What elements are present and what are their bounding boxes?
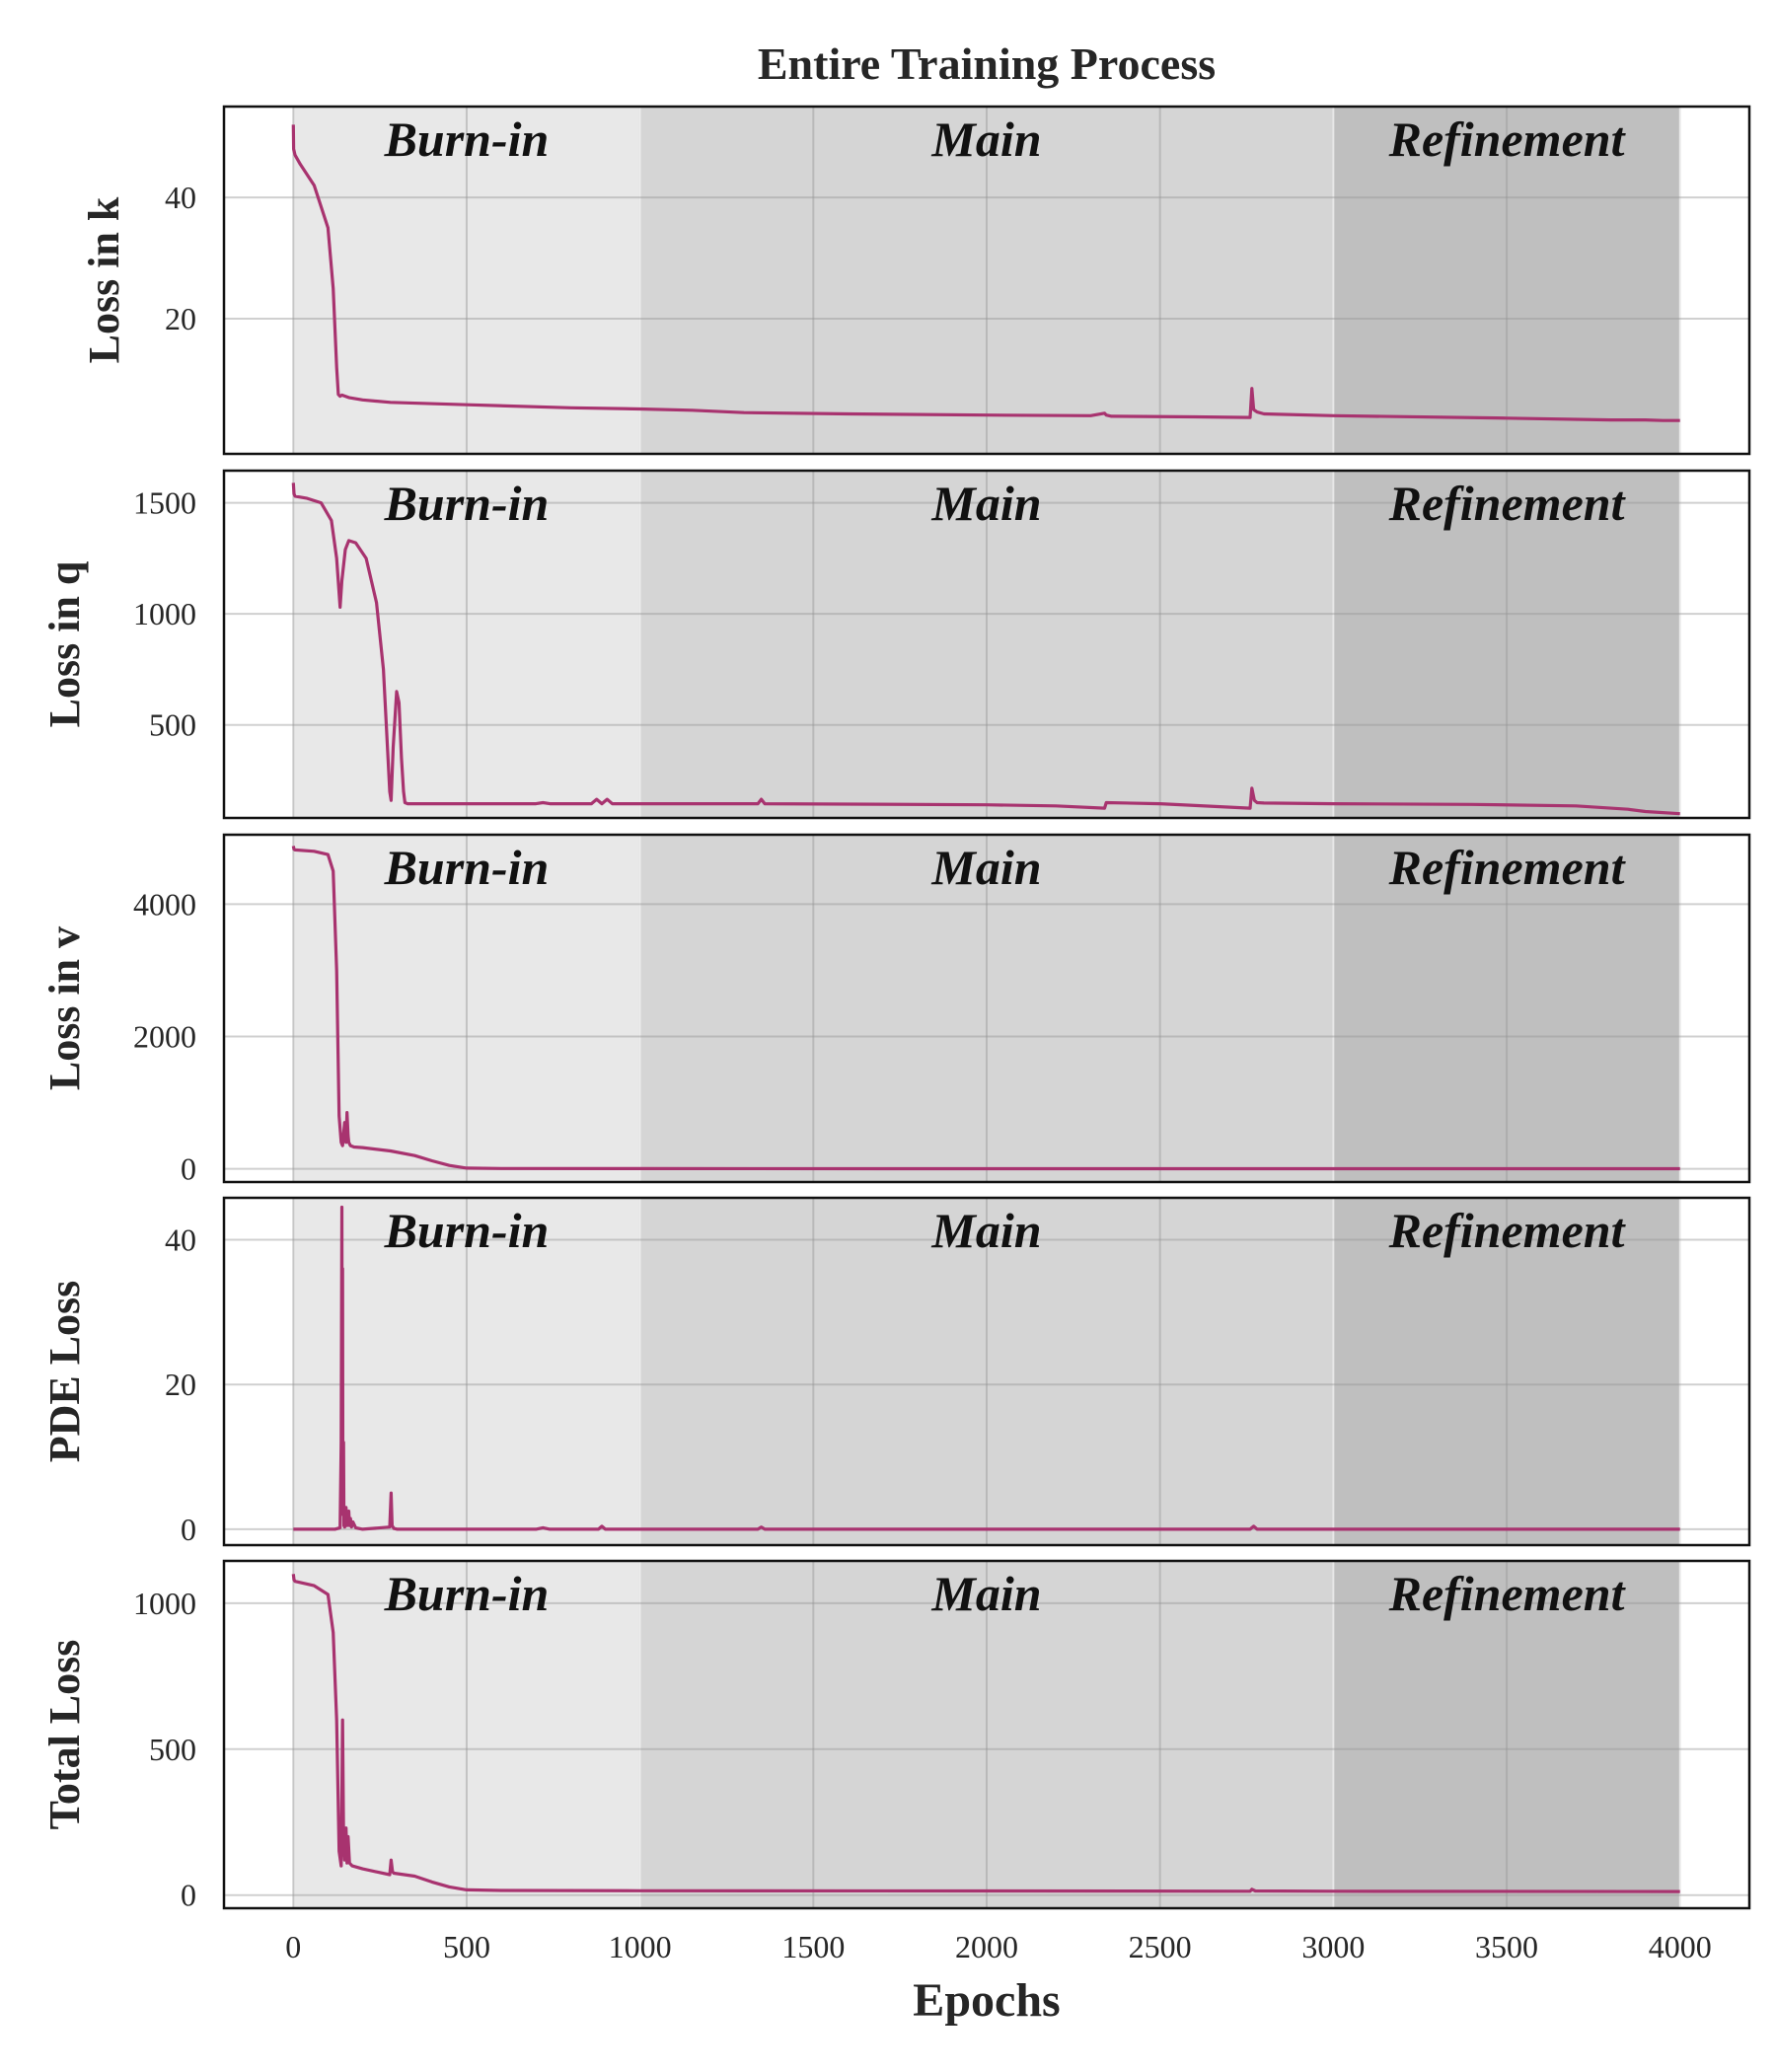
phase-band bbox=[293, 1198, 640, 1545]
panel-frame bbox=[222, 469, 1751, 820]
series-line bbox=[291, 482, 1680, 816]
phase-label: Refinement bbox=[1388, 476, 1627, 531]
series-line bbox=[291, 124, 1680, 422]
panel-frame bbox=[222, 105, 1751, 456]
y-tick-label: 0 bbox=[181, 1512, 196, 1547]
y-axis-label: Loss in k bbox=[80, 196, 128, 363]
x-tick-label: 3000 bbox=[1301, 1929, 1365, 1964]
phase-label: Refinement bbox=[1388, 1203, 1627, 1258]
y-tick-label: 500 bbox=[149, 1732, 196, 1767]
phase-label: Main bbox=[930, 1203, 1041, 1258]
phase-label: Refinement bbox=[1388, 1566, 1627, 1621]
phase-band bbox=[639, 835, 1334, 1182]
y-axis-label: PDE Loss bbox=[40, 1281, 89, 1463]
y-axis-label: Total Loss bbox=[40, 1640, 89, 1830]
x-tick-label: 1500 bbox=[781, 1929, 845, 1964]
y-tick-label: 20 bbox=[165, 301, 196, 336]
x-axis: 0 500 1000 1500 2000 2500 3000 3500 4000 bbox=[285, 1929, 1711, 1964]
phase-label: Burn-in bbox=[384, 111, 550, 167]
phase-band bbox=[1333, 835, 1680, 1182]
phase-band bbox=[1333, 1198, 1680, 1545]
phase-label: Burn-in bbox=[384, 840, 550, 895]
phase-band bbox=[639, 1198, 1334, 1545]
phase-band bbox=[293, 1561, 640, 1908]
y-tick-label: 1000 bbox=[133, 596, 196, 631]
subplot-panel: 20 40 Burn-in Main Refinement Loss in k bbox=[80, 105, 1751, 456]
phase-label: Refinement bbox=[1388, 840, 1627, 895]
y-tick-label: 0 bbox=[181, 1151, 196, 1187]
panel-frame bbox=[222, 833, 1751, 1184]
y-tick-label: 4000 bbox=[133, 886, 196, 922]
x-axis-label: Epochs bbox=[913, 1974, 1060, 2027]
x-tick-label: 500 bbox=[443, 1929, 490, 1964]
series-line bbox=[291, 1574, 1680, 1893]
y-tick-label: 40 bbox=[165, 1222, 196, 1258]
y-tick-label: 2000 bbox=[133, 1018, 196, 1054]
y-tick-label: 500 bbox=[149, 707, 196, 743]
y-tick-label: 40 bbox=[165, 180, 196, 215]
phase-band bbox=[1333, 107, 1680, 454]
subplot-panel: 0 20 40 Burn-in Main Refinement PDE Loss bbox=[40, 1196, 1751, 1547]
y-tick-label: 1000 bbox=[133, 1586, 196, 1621]
subplot-panel: 0 500 1000 Burn-in Main Refinement Total Loss bbox=[40, 1559, 1751, 1913]
phase-band bbox=[293, 835, 640, 1182]
y-tick-label: 20 bbox=[165, 1367, 196, 1402]
phase-band bbox=[1333, 471, 1680, 818]
phase-label: Main bbox=[930, 111, 1041, 167]
phase-band bbox=[639, 1561, 1334, 1908]
x-tick-label: 4000 bbox=[1649, 1929, 1712, 1964]
y-tick-label: 0 bbox=[181, 1878, 196, 1913]
phase-label: Burn-in bbox=[384, 1203, 550, 1258]
phase-label: Main bbox=[930, 840, 1041, 895]
panel-frame bbox=[222, 1559, 1751, 1910]
subplot-panel: 500 1000 1500 Burn-in Main Refinement Loss in … bbox=[40, 469, 1751, 820]
y-tick-label: 1500 bbox=[133, 485, 196, 521]
phase-band bbox=[639, 471, 1334, 818]
subplot-panel: 0 2000 4000 Burn-in Main Refinement Loss in v bbox=[40, 833, 1751, 1187]
phase-label: Burn-in bbox=[384, 1566, 550, 1621]
panel-frame bbox=[222, 1196, 1751, 1547]
y-axis-label: Loss in v bbox=[40, 926, 89, 1090]
phase-label: Main bbox=[930, 1566, 1041, 1621]
phase-label: Burn-in bbox=[384, 476, 550, 531]
phase-label: Main bbox=[930, 476, 1041, 531]
phase-band bbox=[639, 107, 1334, 454]
phase-band bbox=[1333, 1561, 1680, 1908]
subplot-panels: 20 40 Burn-in Main Refinement Loss in k 500 100… bbox=[40, 105, 1751, 1913]
phase-band bbox=[293, 107, 640, 454]
phase-band bbox=[293, 471, 640, 818]
x-tick-label: 3500 bbox=[1475, 1929, 1538, 1964]
phase-label: Refinement bbox=[1388, 111, 1627, 167]
x-tick-label: 2500 bbox=[1129, 1929, 1192, 1964]
series-line bbox=[291, 846, 1680, 1171]
x-tick-label: 1000 bbox=[609, 1929, 672, 1964]
x-tick-label: 2000 bbox=[955, 1929, 1018, 1964]
y-axis-label: Loss in q bbox=[40, 560, 89, 727]
x-tick-label: 0 bbox=[285, 1929, 301, 1964]
chart-title: Entire Training Process bbox=[758, 38, 1216, 89]
series-line bbox=[293, 1205, 1680, 1531]
